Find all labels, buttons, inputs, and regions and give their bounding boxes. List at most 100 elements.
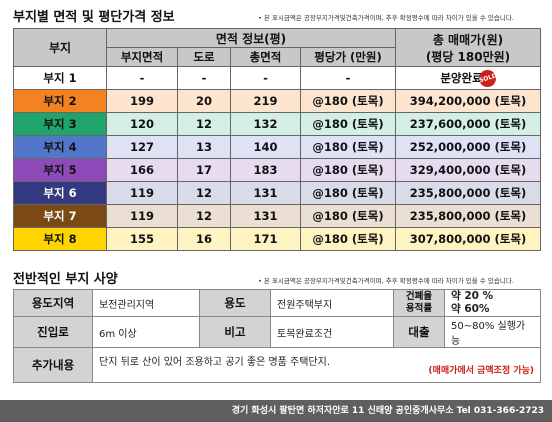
site-row: 부지 2 199 20 219 @180 (토목) 394,200,000 (토목) xyxy=(13,89,541,113)
site-name: 부지 7 xyxy=(13,204,107,228)
header-area-info: 면적 정보(평) xyxy=(106,28,396,48)
spec-table: 용도지역 보전관리지역 용도 전원주택부지 건폐율 용적률 약 20 % 약 6… xyxy=(13,289,541,383)
footer-bar: 경기 화성시 팔탄면 하저자안로 11 신태양 공인중개사무소 Tel 031-… xyxy=(0,400,552,422)
total-price-value: 252,000,000 (토목) xyxy=(409,140,527,154)
site-row: 부지 3 120 12 132 @180 (토목) 237,600,000 (토목) xyxy=(13,112,541,136)
ratio-labels: 건폐율 용적률 xyxy=(393,289,445,317)
section-title-prices: 부지별 면적 및 평단가격 정보 xyxy=(13,10,175,25)
ratio-values: 약 20 % 약 60% xyxy=(444,289,541,317)
loan-value: 50~80% 실행가능 xyxy=(444,316,541,348)
road-area: 17 xyxy=(177,158,231,182)
site-area: 127 xyxy=(106,135,178,159)
site-area: 120 xyxy=(106,112,178,136)
total-price-value: 235,800,000 (토목) xyxy=(409,209,527,223)
unit-price: @180 (토목) xyxy=(300,227,396,251)
extra-note: (매매가에서 금액조정 가능) xyxy=(428,366,534,376)
site-name: 부지 2 xyxy=(13,89,107,113)
site-area: - xyxy=(106,66,178,90)
total-price: 235,800,000 (토목) xyxy=(395,181,541,205)
header-total-area: 총면적 xyxy=(230,47,301,67)
total-price: 329,400,000 (토목) xyxy=(395,158,541,182)
unit-price: @180 (토목) xyxy=(300,158,396,182)
spec-note: • 본 표시금액은 공장부지가격및건축가격이며, 추후 확정평수에 따라 차이가… xyxy=(258,277,514,285)
site-name: 부지 3 xyxy=(13,112,107,136)
total-area: 171 xyxy=(230,227,301,251)
unit-price: @180 (토목) xyxy=(300,204,396,228)
unit-price: @180 (토목) xyxy=(300,89,396,113)
total-area: 131 xyxy=(230,204,301,228)
total-area: 219 xyxy=(230,89,301,113)
total-price-value: 237,600,000 (토목) xyxy=(409,117,527,131)
total-price: 235,800,000 (토목) xyxy=(395,204,541,228)
road-area: 12 xyxy=(177,181,231,205)
total-area: 183 xyxy=(230,158,301,182)
price-note: • 본 표시금액은 공장부지가격및건축가격이며, 추후 확정평수에 따라 차이가… xyxy=(258,14,514,22)
price-table-body: 부지 1- - - - 분양완료SOLD 부지 2 199 20 219 @180 (토목) 394… xyxy=(13,66,541,251)
site-row: 부지 4 127 13 140 @180 (토목) 252,000,000 (토목) xyxy=(13,135,541,159)
remark-value: 토목완료조건 xyxy=(270,316,394,348)
header-road: 도로 xyxy=(177,47,231,67)
site-area: 155 xyxy=(106,227,178,251)
loan-label: 대출 xyxy=(393,316,445,348)
total-area: 140 xyxy=(230,135,301,159)
coverage-ratio-label: 건폐율 xyxy=(405,291,433,302)
section-title-specs: 전반적인 부지 사양 xyxy=(13,272,118,287)
header-total-price-line2: (평당 180만원) xyxy=(425,49,511,64)
total-price: 237,600,000 (토목) xyxy=(395,112,541,136)
site-row: 부지 1- - - - 분양완료SOLD xyxy=(13,66,541,90)
road-area: 20 xyxy=(177,89,231,113)
extra-value: 단지 뒤로 산이 있어 조용하고 공기 좋은 명품 주택단지. xyxy=(99,357,331,368)
access-value: 6m 이상 xyxy=(92,316,200,348)
extra-label: 추가내용 xyxy=(13,347,93,383)
use-label: 용도 xyxy=(199,289,271,317)
total-area: - xyxy=(230,66,301,90)
access-label: 진입로 xyxy=(13,316,93,348)
road-area: 12 xyxy=(177,112,231,136)
total-price-value: 307,800,000 (토목) xyxy=(409,232,527,246)
total-price-value: 394,200,000 (토목) xyxy=(409,94,527,108)
floor-area-ratio-label: 용적률 xyxy=(405,303,433,314)
road-area: 12 xyxy=(177,204,231,228)
use-value: 전원주택부지 xyxy=(270,289,394,317)
unit-price: @180 (토목) xyxy=(300,181,396,205)
site-name: 부지 4 xyxy=(13,135,107,159)
site-row: 부지 7 119 12 131 @180 (토목) 235,800,000 (토목) xyxy=(13,204,541,228)
unit-price: - xyxy=(300,66,396,90)
unit-price: @180 (토목) xyxy=(300,112,396,136)
road-area: 16 xyxy=(177,227,231,251)
header-site-area: 부지면적 xyxy=(106,47,178,67)
site-name: 부지 5 xyxy=(13,158,107,182)
header-site: 부지 xyxy=(13,28,107,67)
remark-label: 비고 xyxy=(199,316,271,348)
zone-value: 보전관리지역 xyxy=(92,289,200,317)
header-unit-price: 평당가 (만원) xyxy=(300,47,396,67)
header-total-price-line1: 총 매매가(원) xyxy=(432,32,504,47)
site-area: 119 xyxy=(106,181,178,205)
site-name: 부지 6 xyxy=(13,181,107,205)
footer-text: 경기 화성시 팔탄면 하저자안로 11 신태양 공인중개사무소 Tel 031-… xyxy=(231,406,544,416)
total-area: 131 xyxy=(230,181,301,205)
site-row: 부지 6 119 12 131 @180 (토목) 235,800,000 (토목) xyxy=(13,181,541,205)
road-area: 13 xyxy=(177,135,231,159)
site-area: 166 xyxy=(106,158,178,182)
site-row: 부지 8 155 16 171 @180 (토목) 307,800,000 (토목) xyxy=(13,227,541,251)
total-price: 분양완료SOLD xyxy=(395,66,541,90)
total-price: 307,800,000 (토목) xyxy=(395,227,541,251)
site-area: 199 xyxy=(106,89,178,113)
floor-area-ratio-value: 약 60% xyxy=(451,303,490,315)
extra-content: 단지 뒤로 산이 있어 조용하고 공기 좋은 명품 주택단지. (매매가에서 금… xyxy=(92,347,541,383)
header-total-price: 총 매매가(원) (평당 180만원) xyxy=(395,28,541,67)
site-name: 부지 8 xyxy=(13,227,107,251)
coverage-ratio-value: 약 20 % xyxy=(451,290,494,302)
zone-label: 용도지역 xyxy=(13,289,93,317)
site-name: 부지 1 xyxy=(13,66,107,90)
total-price-value: 235,800,000 (토목) xyxy=(409,186,527,200)
road-area: - xyxy=(177,66,231,90)
price-table: 부지 면적 정보(평) 총 매매가(원) (평당 180만원) 부지면적 도로 … xyxy=(13,28,541,251)
unit-price: @180 (토목) xyxy=(300,135,396,159)
site-area: 119 xyxy=(106,204,178,228)
total-price-value: 분양완료 xyxy=(440,70,483,85)
site-row: 부지 5 166 17 183 @180 (토목) 329,400,000 (토목) xyxy=(13,158,541,182)
total-area: 132 xyxy=(230,112,301,136)
total-price: 252,000,000 (토목) xyxy=(395,135,541,159)
